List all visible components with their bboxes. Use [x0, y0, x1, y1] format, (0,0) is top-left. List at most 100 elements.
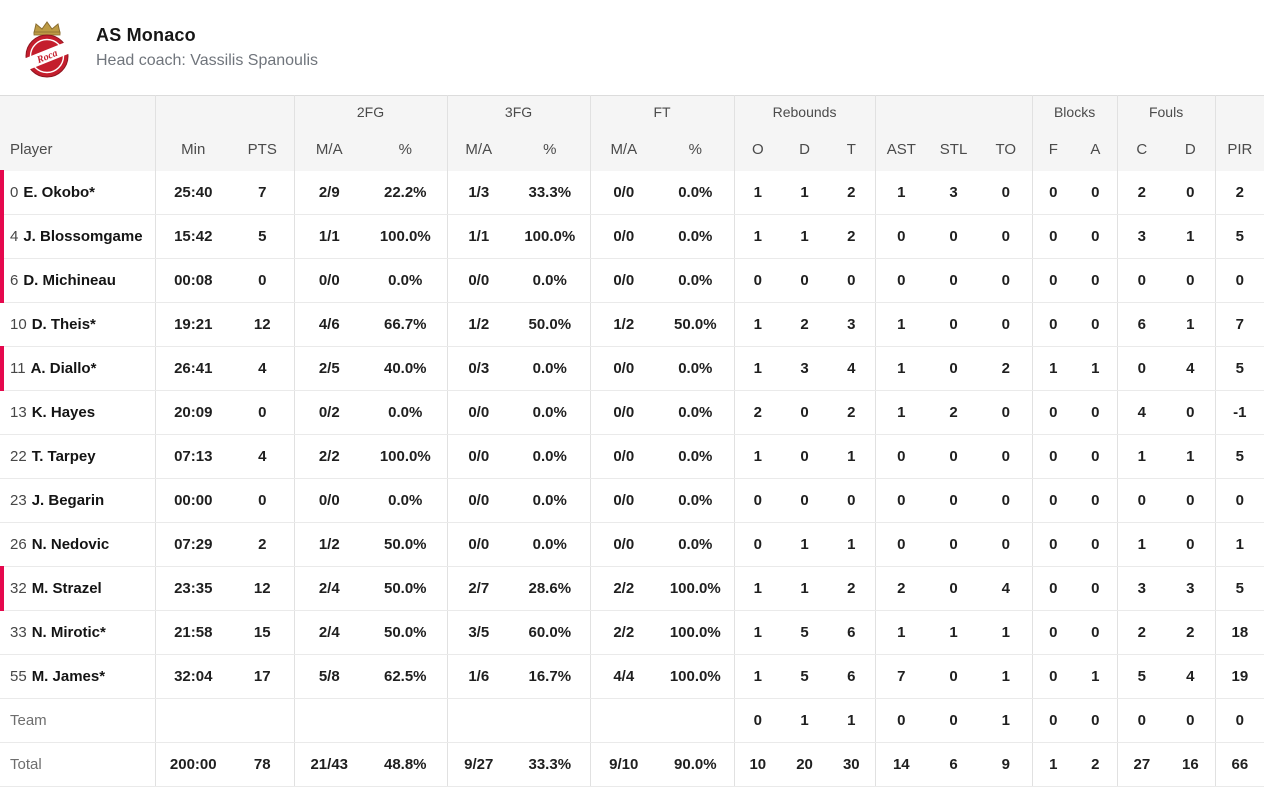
group-header-rebounds: Rebounds: [733, 95, 876, 129]
stat-cell: 0: [874, 698, 928, 743]
stat-cell: 0: [927, 214, 981, 259]
stat-cell: 1: [874, 302, 928, 347]
stat-cell: 1: [874, 346, 928, 391]
stat-cell: 1/6: [446, 654, 511, 699]
stat-cell: 3: [1116, 566, 1167, 611]
jersey-number: 33: [10, 624, 27, 641]
stat-cell: 12: [231, 566, 294, 611]
stat-cell: 1: [733, 434, 782, 479]
stat-cell: 0: [1074, 434, 1118, 479]
stat-cell: 0: [980, 434, 1033, 479]
stat-cell: 0.0%: [657, 478, 735, 523]
stat-cell: 1: [781, 522, 829, 567]
stat-cell: 0: [874, 434, 928, 479]
stat-cell: 0/0: [589, 390, 658, 435]
stat-cell: 1: [828, 434, 876, 479]
player-name: N. Mirotic*: [31, 624, 106, 641]
stat-cell: 0: [874, 522, 928, 567]
stat-cell: 7: [231, 170, 294, 215]
player-row: 22 T. Tarpey 07:13 4 2/2 100.0% 0/0 0.0% 0/0 0.0%…: [0, 434, 1264, 479]
stat-cell: 2: [1116, 610, 1167, 655]
column-header-o: O: [733, 128, 782, 171]
player-name: M. Strazel: [31, 580, 102, 597]
stat-cell: 50.0%: [657, 302, 735, 347]
stat-cell: 0.0%: [364, 258, 448, 303]
stat-cell: 0.0%: [510, 478, 591, 523]
stat-cell: 1/2: [446, 302, 511, 347]
stat-cell: 7: [874, 654, 928, 699]
player-name: N. Nedovic: [31, 536, 110, 553]
player-name: J. Blossomgame: [23, 228, 143, 245]
stat-cell: 28.6%: [510, 566, 591, 611]
stat-cell: 0: [1031, 478, 1075, 523]
stat-cell: 0: [1031, 522, 1075, 567]
stat-cell: 20: [781, 742, 829, 787]
stat-cell: 0: [231, 390, 294, 435]
stat-cell: 50.0%: [364, 566, 448, 611]
stat-cell: 0/0: [589, 478, 658, 523]
stat-cell: 0: [980, 390, 1033, 435]
stat-cell: 0/0: [446, 522, 511, 567]
stat-cell: 0: [1074, 170, 1118, 215]
stat-cell: 20:09: [154, 390, 231, 435]
player-cell: 6 D. Michineau: [0, 257, 155, 303]
stat-cell: 1: [1116, 434, 1167, 479]
group-header-spacer: [874, 95, 1033, 129]
stat-cell: 15:42: [154, 214, 231, 259]
stat-cell: 4: [980, 566, 1033, 611]
player-cell: 0 E. Okobo*: [0, 169, 155, 215]
stat-cell: 26:41: [154, 346, 231, 391]
stat-cell: 2/2: [589, 610, 658, 655]
stat-cell: 1: [1166, 214, 1216, 259]
stat-cell: 0: [1166, 522, 1216, 567]
stat-cell: 0: [781, 434, 829, 479]
stat-cell: 1: [1116, 522, 1167, 567]
stat-cell: 2: [1214, 170, 1264, 215]
stat-cell: 0: [927, 654, 981, 699]
group-header-spacer: [154, 95, 294, 129]
stat-cell: 48.8%: [364, 742, 448, 787]
jersey-number: 23: [10, 492, 27, 509]
stat-cell: 1: [980, 610, 1033, 655]
stat-cell: 3: [927, 170, 981, 215]
player-row: 33 N. Mirotic* 21:58 15 2/4 50.0% 3/5 60.0% 2/2 1…: [0, 610, 1264, 655]
stat-cell: 0: [1074, 258, 1118, 303]
player-row: 0 E. Okobo* 25:40 7 2/9 22.2% 1/3 33.3% 0/0 0.0% 1…: [0, 169, 1264, 215]
stat-cell: 0: [1031, 610, 1075, 655]
stat-cell: 0: [733, 522, 782, 567]
stat-cell: 0: [927, 302, 981, 347]
jersey-number: 11: [10, 360, 26, 377]
stat-cell: 6: [828, 654, 876, 699]
jersey-number: 4: [10, 228, 19, 245]
stat-cell: 0/2: [293, 390, 364, 435]
player-cell: 10 D. Theis*: [0, 302, 155, 347]
stat-cell: 7: [1214, 302, 1264, 347]
stat-cell: 0.0%: [657, 390, 735, 435]
stat-cell: 2/7: [446, 566, 511, 611]
stat-cell: 1: [1031, 742, 1075, 787]
player-cell: 13 K. Hayes: [0, 390, 155, 435]
stat-cell: 4: [1166, 654, 1216, 699]
stat-cell: 0: [874, 214, 928, 259]
stat-cell: 6: [828, 610, 876, 655]
stat-cell: 3: [781, 346, 829, 391]
stat-cell: 5/8: [293, 654, 364, 699]
column-header--: %: [510, 128, 591, 171]
stat-cell: 12: [231, 302, 294, 347]
stat-cell: 2: [828, 170, 876, 215]
stat-cell: 1: [1074, 654, 1118, 699]
stat-cell: 0: [980, 214, 1033, 259]
stat-cell: 0.0%: [510, 390, 591, 435]
jersey-number: 0: [10, 183, 19, 201]
stat-cell: 6: [1116, 302, 1167, 347]
stat-cell: 0/0: [446, 478, 511, 523]
column-header-m-a: M/A: [589, 128, 658, 171]
stat-cell: 2: [828, 566, 876, 611]
stat-cell: 3: [828, 302, 876, 347]
stat-cell: 0: [1116, 698, 1167, 743]
stat-cell: 0/0: [589, 522, 658, 567]
stat-cell: 0: [1074, 390, 1118, 435]
stat-cell: 19:21: [154, 302, 231, 347]
stat-cell: 0.0%: [510, 434, 591, 479]
stat-cell: 19: [1214, 654, 1264, 699]
